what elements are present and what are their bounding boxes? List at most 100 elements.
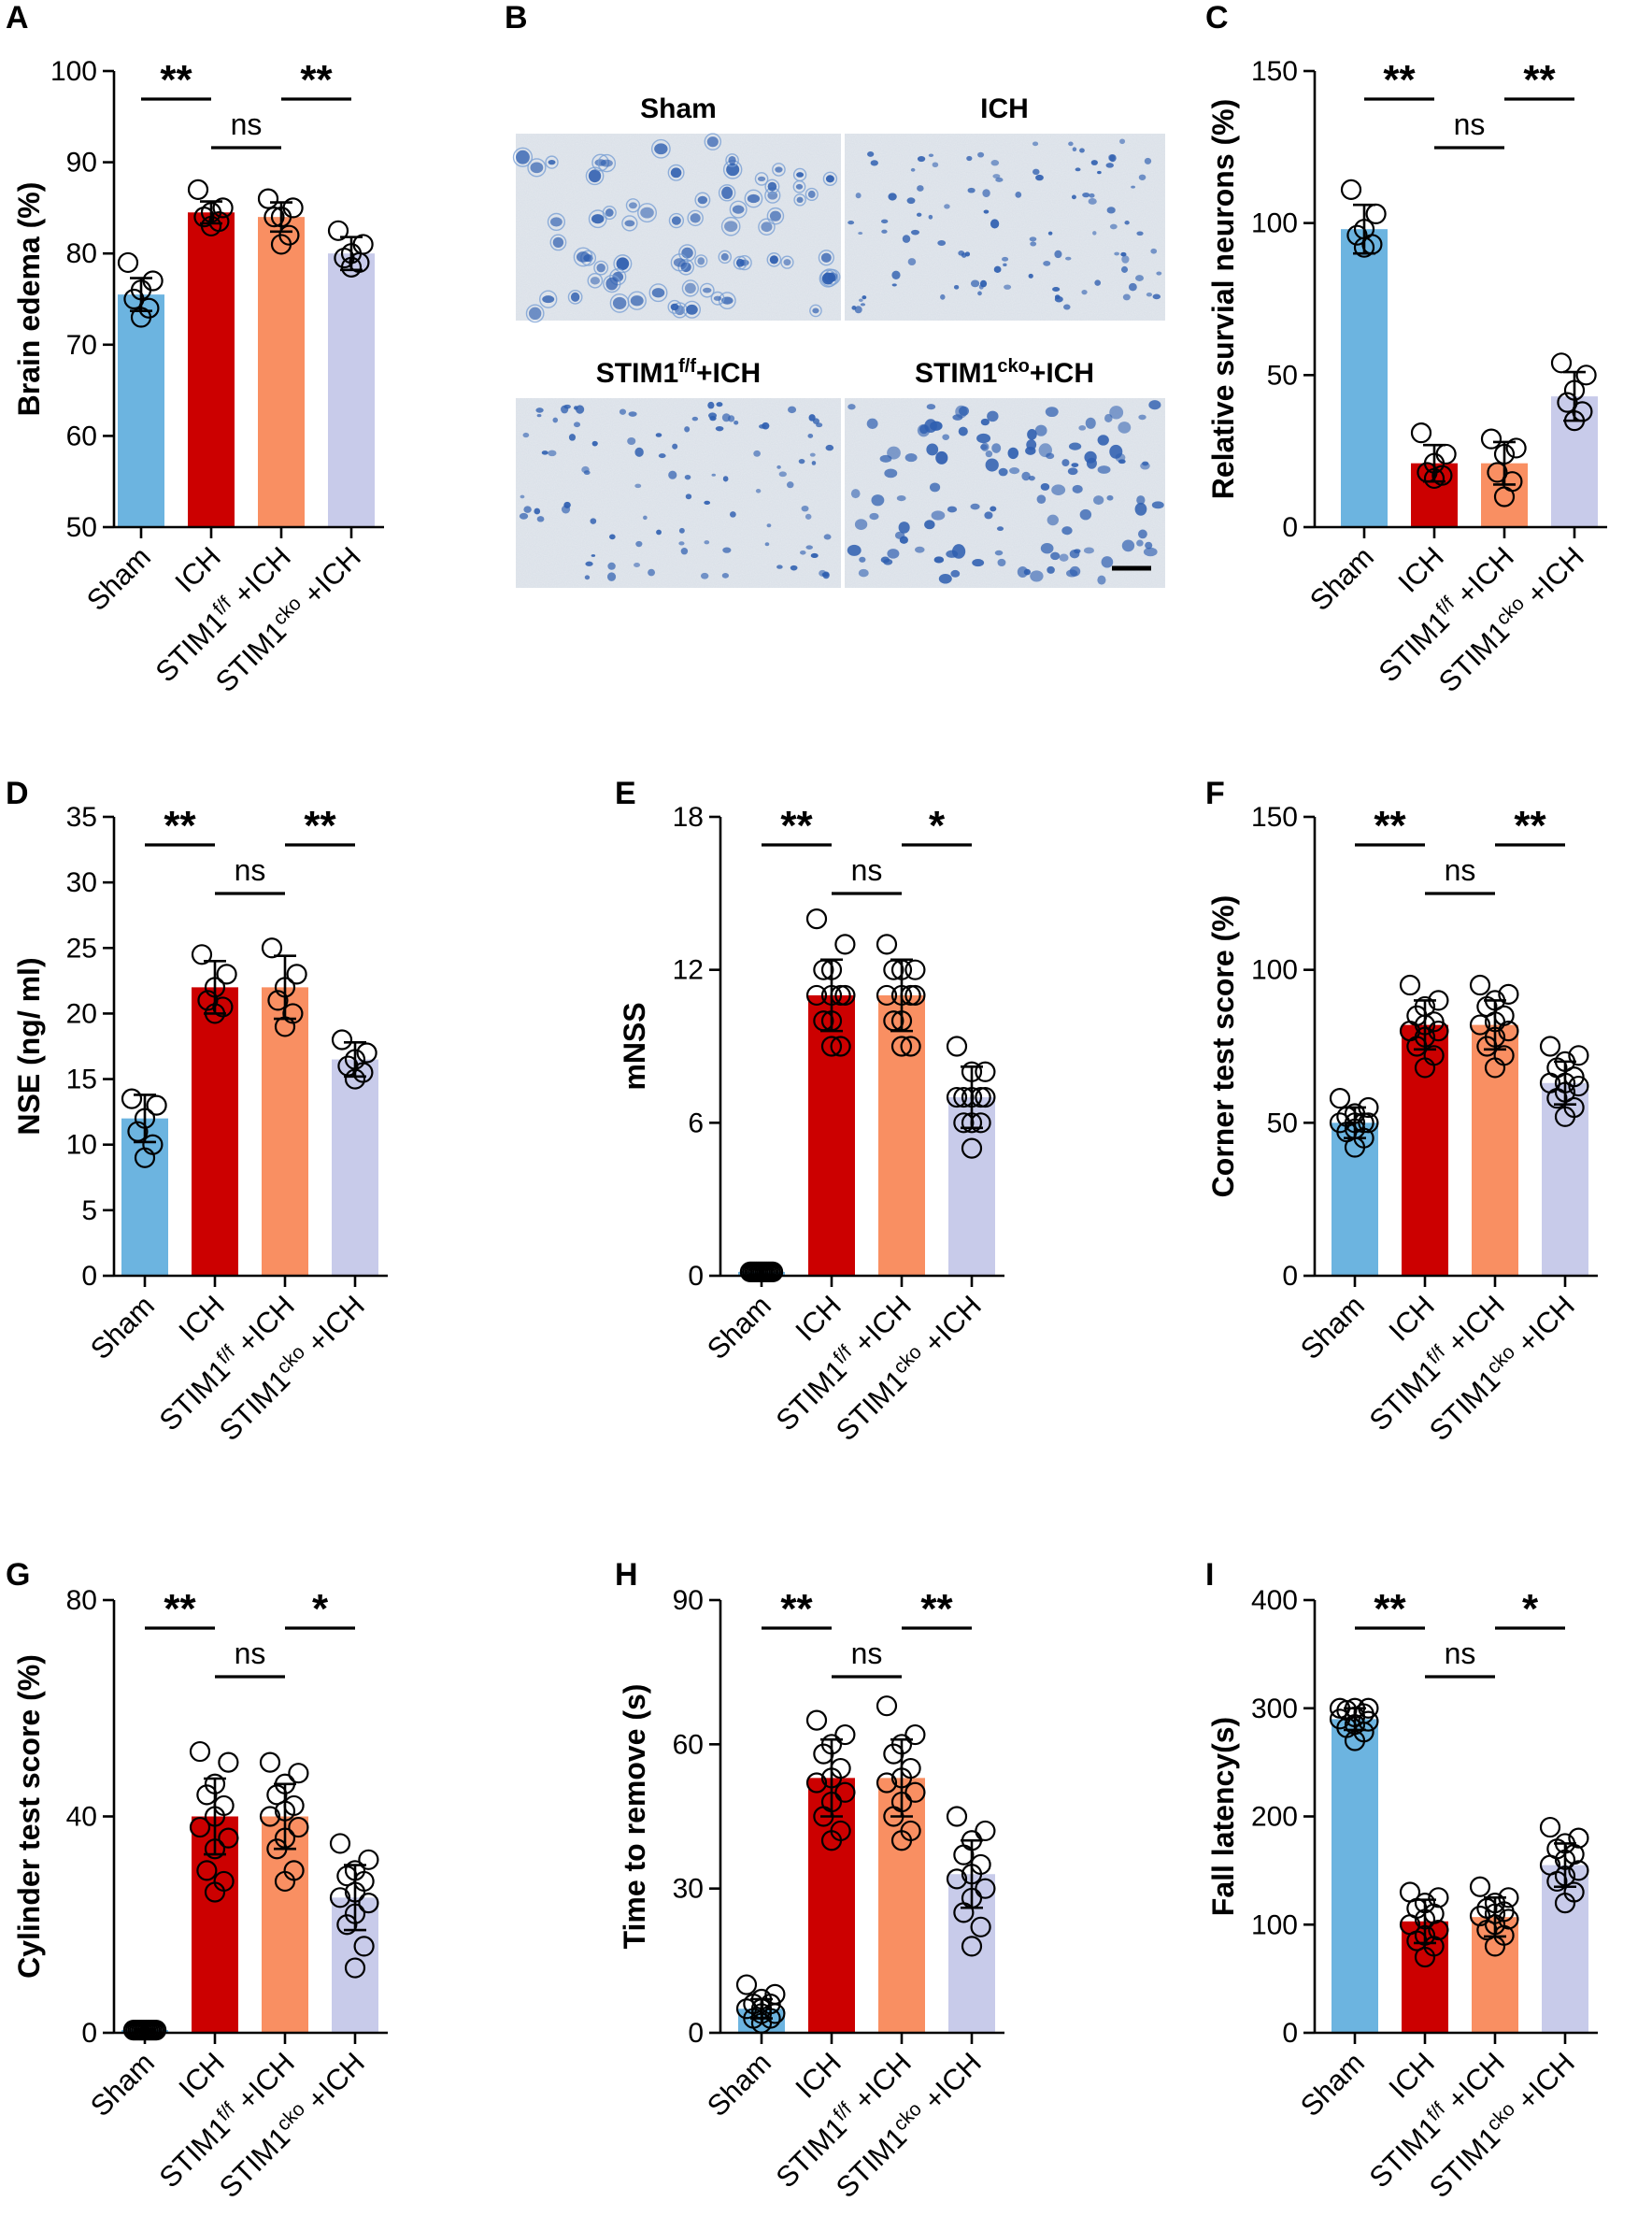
neuron-halo <box>609 293 630 313</box>
stained-nucleus <box>1003 263 1007 266</box>
stained-nucleus <box>825 175 834 183</box>
significance-label: ** <box>300 57 333 103</box>
neuron-halo <box>588 209 607 229</box>
stained-nucleus <box>977 291 982 296</box>
stained-nucleus <box>568 434 577 441</box>
stained-nucleus <box>724 221 738 233</box>
neuron-halo <box>694 254 708 268</box>
neuron-halo <box>603 274 621 293</box>
stained-nucleus <box>721 413 731 422</box>
stained-nucleus <box>964 251 971 257</box>
bar <box>192 987 238 1276</box>
error-bar <box>1414 1898 1436 1945</box>
stained-nucleus <box>697 257 705 265</box>
stained-nucleus <box>1023 568 1031 576</box>
significance-label: ** <box>1374 1586 1406 1632</box>
stained-nucleus <box>896 494 906 502</box>
neuron-halo <box>681 279 700 297</box>
bar <box>1472 1024 1518 1276</box>
data-point <box>883 959 904 980</box>
data-point <box>834 1781 856 1803</box>
neuron-halo <box>710 291 725 306</box>
stained-nucleus <box>928 153 934 158</box>
error-bar <box>344 1864 366 1932</box>
data-point <box>946 1868 968 1890</box>
bar <box>118 294 164 527</box>
stained-nucleus <box>536 516 545 522</box>
y-tick-label: 90 <box>673 1585 704 1616</box>
data-point <box>1410 422 1432 444</box>
stained-nucleus <box>1002 256 1009 262</box>
significance-label: ** <box>780 803 813 849</box>
stained-nucleus <box>1134 502 1147 516</box>
data-point <box>1469 974 1491 996</box>
y-tick-label: 300 <box>1251 1694 1298 1724</box>
stained-nucleus <box>990 506 997 512</box>
stained-nucleus <box>847 544 862 556</box>
neuron-halo <box>699 282 715 298</box>
stained-nucleus <box>627 436 636 446</box>
stained-nucleus <box>888 193 897 201</box>
stained-nucleus <box>552 417 559 423</box>
stained-nucleus <box>648 568 656 577</box>
neuron-halo <box>819 268 839 287</box>
data-point <box>358 1892 379 1914</box>
y-tick-label: 40 <box>66 1802 97 1833</box>
stained-nucleus <box>735 258 745 267</box>
stained-nucleus <box>1081 290 1088 295</box>
data-point <box>1480 428 1502 450</box>
panel-letter: F <box>1205 776 1225 811</box>
stained-nucleus <box>1030 570 1044 582</box>
error-bar <box>820 1737 843 1818</box>
panel-letter: C <box>1205 0 1229 36</box>
neuron-halo <box>822 171 838 187</box>
error-bar <box>274 1782 296 1851</box>
stained-nucleus <box>761 222 773 233</box>
stained-nucleus <box>910 167 916 172</box>
stained-nucleus <box>776 465 781 469</box>
stained-nucleus <box>998 467 1008 477</box>
stained-nucleus <box>1034 424 1047 436</box>
significance-label: ** <box>164 803 196 849</box>
data-point <box>259 1806 281 1827</box>
stained-nucleus <box>1046 452 1055 460</box>
error-bar <box>340 236 363 272</box>
significance-label: ns <box>851 853 883 887</box>
stained-nucleus <box>891 283 897 287</box>
stained-nucleus <box>942 434 950 441</box>
stained-nucleus <box>980 418 990 426</box>
stained-nucleus <box>606 572 617 581</box>
stained-nucleus <box>788 406 797 414</box>
bar <box>1402 1024 1448 1276</box>
stained-nucleus <box>548 450 557 457</box>
stained-nucleus <box>1075 167 1081 172</box>
data-point <box>1358 1710 1379 1732</box>
data-point <box>1484 1057 1506 1079</box>
data-point <box>953 1844 975 1865</box>
category-label: Sham <box>1294 2046 1371 2123</box>
stained-nucleus <box>870 160 878 166</box>
stained-nucleus <box>887 549 900 559</box>
stained-nucleus <box>1097 435 1109 446</box>
stained-nucleus <box>1030 241 1037 247</box>
stained-nucleus <box>523 506 532 513</box>
stained-nucleus <box>528 307 542 321</box>
stained-nucleus <box>703 287 712 293</box>
neuron-halo <box>527 158 547 178</box>
stained-nucleus <box>930 421 943 431</box>
stained-nucleus <box>869 512 879 521</box>
significance-label: ns <box>1454 107 1486 141</box>
stained-nucleus <box>541 450 548 455</box>
data-point <box>876 1695 898 1717</box>
stained-nucleus <box>1059 553 1069 562</box>
stained-nucleus <box>915 546 925 553</box>
stained-nucleus <box>755 489 762 493</box>
stained-nucleus <box>722 547 732 553</box>
stained-nucleus <box>1054 294 1061 300</box>
stained-nucleus <box>591 554 596 557</box>
stained-nucleus <box>990 160 1000 166</box>
stained-nucleus <box>573 422 581 428</box>
stained-nucleus <box>607 562 616 570</box>
stained-nucleus <box>977 151 985 158</box>
